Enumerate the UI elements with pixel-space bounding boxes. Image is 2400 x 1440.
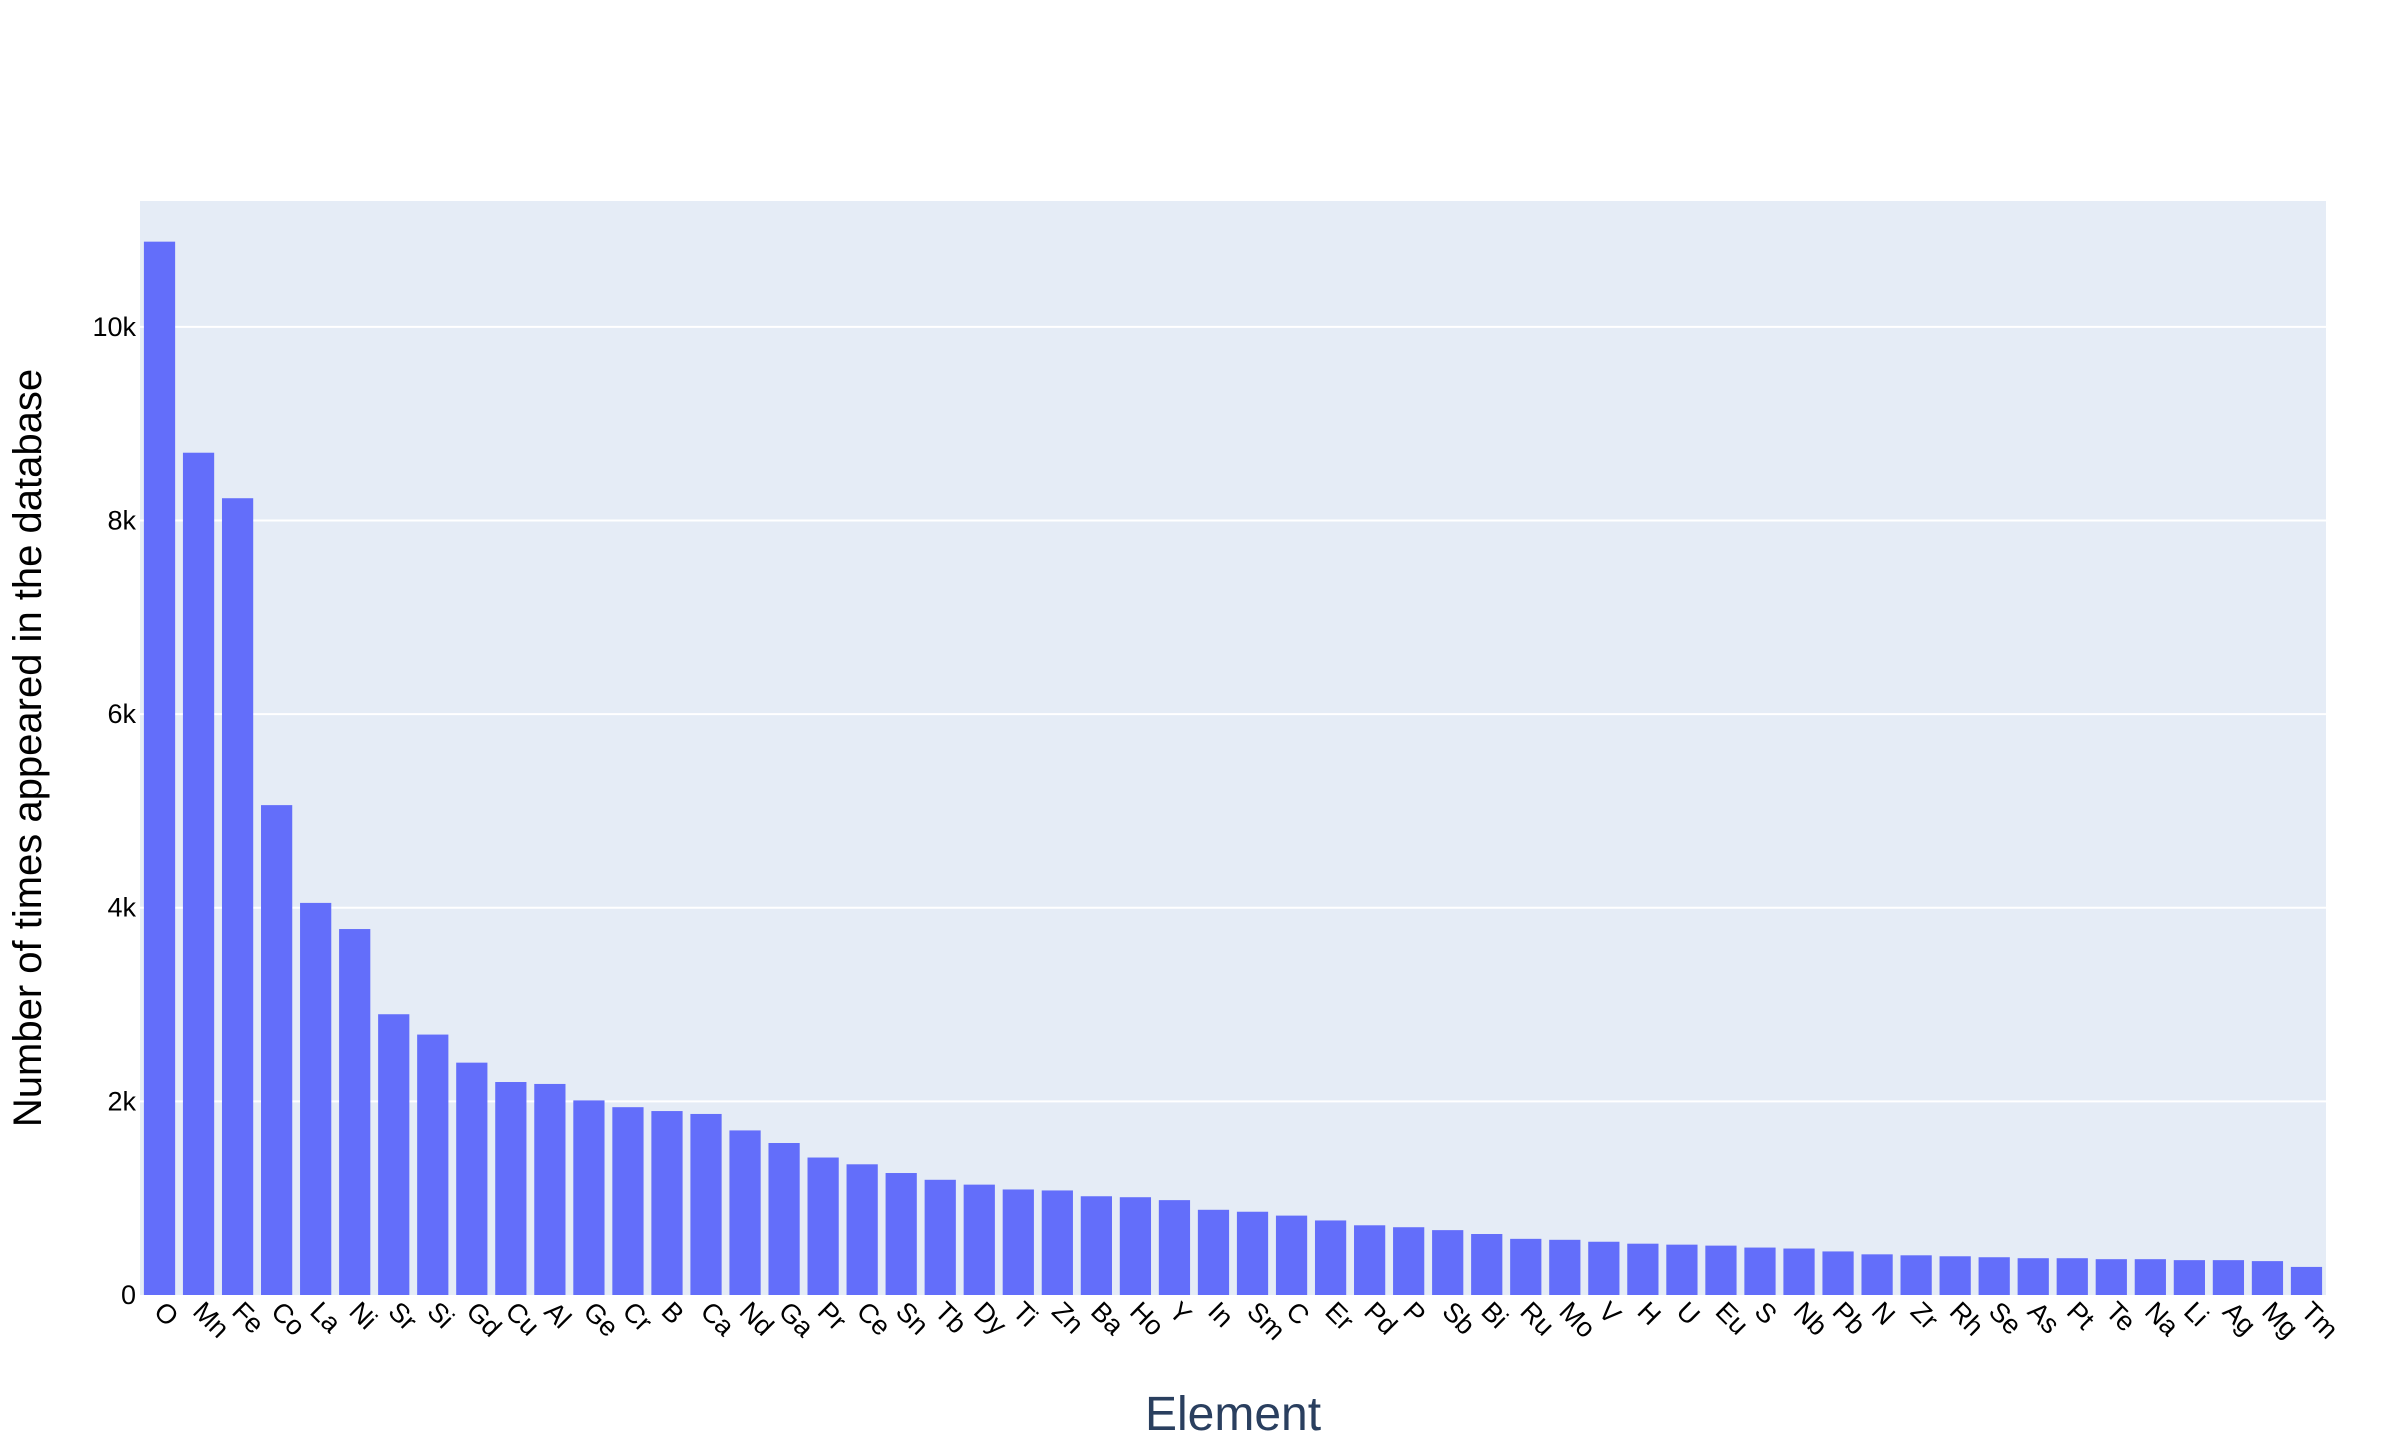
y-axis-ticks: 0 2k 4k 6k 8k 10k (92, 312, 136, 1310)
bar-tm (2290, 1266, 2323, 1295)
y-tick-label: 0 (121, 1280, 136, 1310)
bar-cr (612, 1107, 644, 1295)
bar-ho (1119, 1197, 1152, 1295)
bar-u (1666, 1244, 1698, 1295)
bar-b (651, 1111, 683, 1295)
bar-co (261, 805, 293, 1295)
bar-li (2173, 1260, 2205, 1295)
bar-zn (1041, 1190, 1073, 1295)
bar-se (1978, 1257, 2010, 1295)
bar-la (300, 902, 332, 1295)
bar-nb (1783, 1248, 1815, 1295)
bar-pr (807, 1157, 839, 1295)
bar-ca (690, 1113, 722, 1295)
bar-ru (1510, 1238, 1542, 1295)
bar-na (2134, 1259, 2166, 1295)
bar-ba (1080, 1196, 1112, 1295)
bar-dy (963, 1184, 995, 1295)
bar-rh (1939, 1256, 1971, 1295)
bar-pd (1354, 1225, 1386, 1295)
bar-pb (1822, 1251, 1854, 1295)
bar-cu (495, 1082, 527, 1295)
y-axis-title: Number of times appeared in the database (6, 369, 50, 1127)
bar-al (534, 1083, 566, 1295)
bar-n (1861, 1254, 1893, 1295)
bar-h (1627, 1243, 1659, 1295)
bar-nd (729, 1130, 761, 1295)
bar-er (1314, 1220, 1347, 1295)
bar-fe (221, 498, 254, 1295)
bar-ge (573, 1100, 605, 1295)
bar-as (2017, 1258, 2049, 1295)
bar-mg (2251, 1261, 2284, 1295)
bar-ti (1002, 1189, 1034, 1295)
y-tick-label: 6k (107, 699, 136, 729)
y-tick-label: 10k (92, 312, 136, 342)
bar-p (1393, 1227, 1425, 1295)
bar-c (1275, 1215, 1308, 1295)
bar-ag (2212, 1260, 2245, 1295)
bar-mo (1549, 1239, 1581, 1295)
bar-sr (378, 1014, 410, 1295)
y-tick-label: 8k (107, 505, 136, 535)
bars (143, 241, 2323, 1296)
bar-v (1588, 1241, 1620, 1295)
bar-si (417, 1034, 449, 1295)
bar-y (1158, 1200, 1191, 1295)
bar-zr (1900, 1255, 1932, 1295)
bar-sn (885, 1173, 917, 1295)
bar-s (1744, 1247, 1776, 1295)
bar-te (2095, 1259, 2127, 1295)
bar-mn (182, 452, 215, 1296)
bar-bi (1471, 1234, 1503, 1295)
y-tick-label: 4k (107, 893, 136, 923)
bar-pt (2056, 1258, 2088, 1295)
y-tick-label: 2k (107, 1086, 136, 1116)
x-axis-title: Element (1145, 1388, 1321, 1440)
bar-in (1197, 1209, 1230, 1295)
bar-sb (1432, 1230, 1464, 1295)
bar-ce (846, 1164, 878, 1295)
bar-ni (339, 929, 371, 1295)
bar-eu (1705, 1245, 1737, 1295)
bar-gd (456, 1062, 488, 1295)
bar-ga (768, 1143, 800, 1295)
bar-sm (1236, 1211, 1269, 1295)
bar-o (143, 241, 176, 1295)
bar-tb (924, 1179, 956, 1295)
